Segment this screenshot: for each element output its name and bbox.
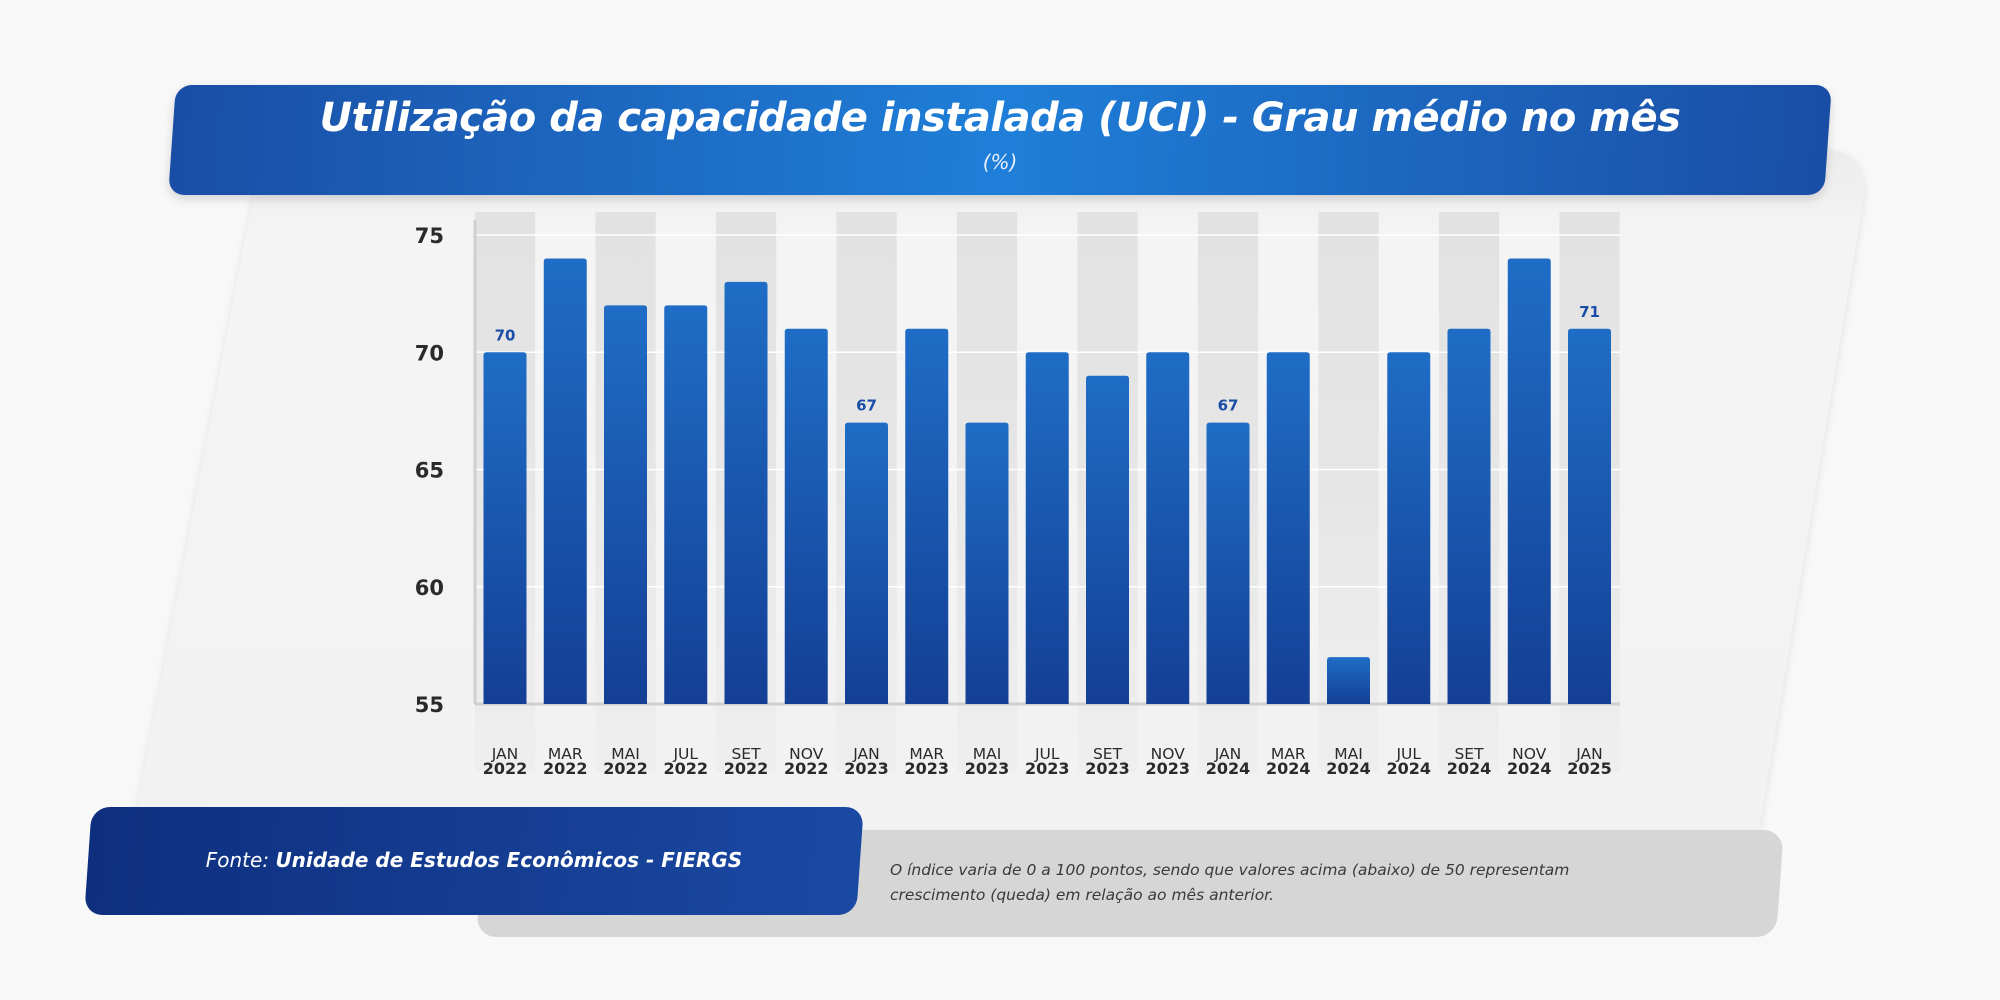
bar (1507, 258, 1551, 704)
x-tick-label-month: JAN (1575, 745, 1603, 763)
x-tick-label-year: 2025 (1567, 759, 1612, 778)
x-tick-label-year: 2024 (1447, 759, 1492, 778)
x-tick-label-year: 2024 (1206, 759, 1251, 778)
x-tick-label-year: 2022 (724, 759, 769, 778)
x-tick-label-month: MAI (1334, 745, 1363, 763)
x-tick-label-year: 2023 (1085, 759, 1130, 778)
bar (965, 422, 1009, 704)
data-label: 67 (856, 397, 877, 415)
x-tick-label-month: MAI (973, 745, 1002, 763)
note-text: O índice varia de 0 a 100 pontos, sendo … (890, 861, 1570, 904)
x-tick-label-month: JAN (491, 745, 519, 763)
source-line: Fonte: Unidade de Estudos Econômicos - F… (88, 848, 860, 872)
x-tick-label-year: 2024 (1386, 759, 1431, 778)
x-tick-label-month: NOV (1512, 745, 1547, 763)
x-tick-label-year: 2023 (1025, 759, 1070, 778)
bar (724, 281, 768, 704)
x-tick-label-year: 2022 (663, 759, 708, 778)
x-tick-label-month: JUL (672, 745, 698, 763)
y-tick-label: 60 (415, 576, 444, 600)
bar (1387, 352, 1431, 704)
chart-subtitle: (%) (982, 150, 1018, 174)
bar (1447, 328, 1491, 704)
bar (1086, 375, 1129, 704)
y-tick-label: 70 (415, 341, 444, 365)
x-tick-label-year: 2023 (844, 759, 889, 778)
x-tick-label-year: 2022 (784, 759, 829, 778)
y-tick-label: 55 (415, 693, 444, 717)
x-tick-label-year: 2024 (1507, 759, 1552, 778)
x-tick-label-month: MAR (1271, 745, 1306, 763)
data-label: 67 (1218, 397, 1239, 415)
source-label: Fonte: (205, 848, 270, 872)
bar (1146, 352, 1190, 704)
x-tick-label-year: 2024 (1266, 759, 1311, 778)
x-tick-label-month: JUL (1034, 745, 1060, 763)
bar (784, 328, 828, 704)
x-tick-label-month: JAN (1214, 745, 1242, 763)
x-tick-label-month: JUL (1395, 745, 1421, 763)
data-label: 70 (495, 326, 516, 344)
x-tick-label-month: MAR (909, 745, 944, 763)
chart-title: Utilização da capacidade instalada (UCI)… (319, 95, 1681, 141)
bar (1266, 352, 1310, 704)
x-tick-label-year: 2022 (483, 759, 528, 778)
y-tick-label: 65 (415, 459, 444, 483)
x-tick-label-year: 2023 (965, 759, 1010, 778)
x-tick-label-month: NOV (789, 745, 824, 763)
bar (483, 352, 527, 704)
x-tick-label-year: 2024 (1326, 759, 1371, 778)
x-tick-label-year: 2023 (904, 759, 949, 778)
x-tick-label-year: 2022 (543, 759, 588, 778)
x-tick-label-month: MAR (548, 745, 583, 763)
x-tick-label-year: 2023 (1145, 759, 1190, 778)
source-value: Unidade de Estudos Econômicos - FIERGS (275, 848, 743, 872)
y-tick-label: 75 (415, 224, 444, 248)
x-tick-label-year: 2022 (603, 759, 648, 778)
bar (1025, 352, 1069, 704)
bar (1568, 328, 1611, 704)
x-tick-label-month: SET (1093, 745, 1123, 763)
bar (604, 305, 647, 704)
x-tick-label-month: MAI (611, 745, 640, 763)
x-tick-label-month: SET (731, 745, 761, 763)
bar (905, 328, 949, 704)
bar (664, 305, 708, 704)
bar (1206, 422, 1250, 704)
x-tick-label-month: JAN (852, 745, 880, 763)
bar (845, 422, 888, 704)
bar (543, 258, 587, 704)
x-tick-label-month: NOV (1151, 745, 1186, 763)
bar (1327, 657, 1370, 704)
x-tick-label-month: SET (1454, 745, 1484, 763)
data-label: 71 (1579, 303, 1600, 321)
